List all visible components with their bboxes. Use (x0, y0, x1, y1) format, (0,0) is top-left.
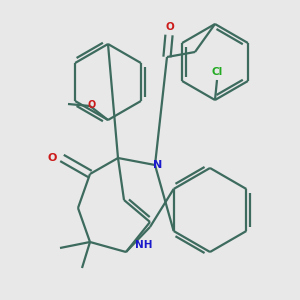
Text: O: O (166, 22, 174, 32)
Text: NH: NH (135, 240, 153, 250)
Text: N: N (153, 160, 163, 170)
Text: Cl: Cl (212, 67, 223, 77)
Text: O: O (47, 153, 57, 163)
Text: O: O (88, 100, 96, 110)
